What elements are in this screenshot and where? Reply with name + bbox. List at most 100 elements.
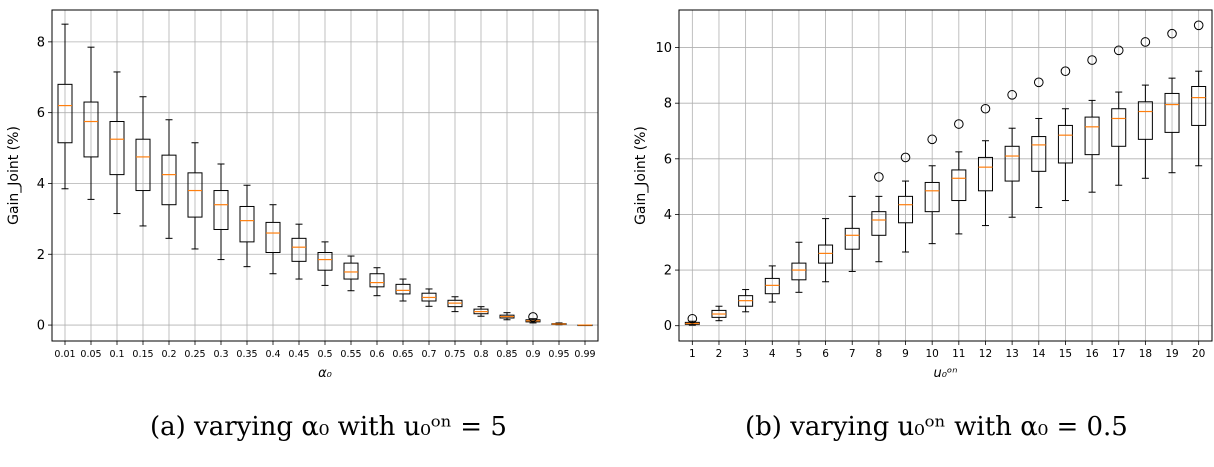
box-0.6 (369, 267, 385, 297)
box-body (1111, 108, 1127, 147)
box-3 (738, 289, 754, 313)
x-tick-label: 6 (822, 348, 829, 360)
box-body (1031, 136, 1047, 172)
box-7 (844, 195, 860, 272)
box-0.7 (421, 288, 437, 307)
x-tick-label: 3 (742, 348, 749, 360)
box-body (818, 244, 834, 264)
box-body (951, 169, 967, 202)
x-tick-label: 8 (876, 348, 883, 360)
box-body (791, 262, 807, 281)
box-body (898, 195, 914, 224)
flier-point (1033, 77, 1044, 88)
x-tick-label: 15 (1059, 348, 1072, 360)
box-18 (1137, 37, 1153, 179)
box-0.45 (291, 223, 307, 280)
y-tick-label: 6 (37, 106, 45, 121)
y-axis-label: Gain_Joint (%) (633, 126, 649, 225)
box-11 (951, 119, 967, 235)
box-0.3 (213, 163, 229, 261)
box-0.8 (473, 306, 489, 317)
box-8 (871, 172, 887, 263)
x-tick-label: 0.5 (317, 349, 332, 360)
x-tick-label: 18 (1139, 348, 1152, 360)
y-tick-label: 0 (37, 319, 45, 334)
box-0.9 (525, 312, 541, 324)
box-0.85 (499, 312, 515, 321)
x-tick-label: 14 (1032, 348, 1046, 360)
box-4 (764, 265, 780, 303)
box-body (1084, 116, 1100, 156)
x-tick-label: 0.15 (132, 349, 153, 360)
flier-point (687, 313, 698, 324)
x-tick-label: 7 (849, 348, 856, 360)
flier-point (980, 103, 991, 114)
box-body (239, 205, 255, 243)
x-tick-label: 0.4 (265, 349, 280, 360)
x-tick-label: 0.45 (288, 349, 309, 360)
box-body (395, 283, 411, 295)
box-body (135, 138, 151, 192)
box-body (1164, 92, 1180, 133)
box-0.65 (395, 278, 411, 302)
box-10 (924, 134, 940, 245)
x-tick-label: 0.6 (369, 349, 384, 360)
box-body (83, 101, 99, 158)
y-tick-label: 4 (37, 177, 45, 192)
y-tick-label: 0 (664, 319, 672, 334)
flier-point (954, 119, 964, 129)
y-tick-label: 10 (655, 41, 672, 56)
box-0.2 (161, 119, 177, 239)
box-body (187, 172, 203, 218)
x-tick-label: 12 (979, 348, 992, 360)
x-tick-label: 19 (1165, 348, 1178, 360)
x-tick-label: 17 (1112, 348, 1125, 360)
box-17 (1111, 45, 1127, 186)
x-tick-label: 1 (689, 348, 696, 360)
x-tick-label: 0.05 (80, 349, 101, 360)
flier-point (1193, 20, 1204, 31)
box-0.35 (239, 184, 255, 268)
box-0.05 (83, 46, 99, 200)
y-tick-label: 8 (37, 35, 45, 50)
box-14 (1031, 77, 1047, 208)
flier-point (1140, 37, 1151, 47)
box-body (764, 277, 780, 295)
box-body (1137, 101, 1153, 140)
flier-point (528, 312, 538, 322)
flier-point (874, 172, 884, 182)
box-body (1191, 85, 1207, 126)
box-15 (1057, 66, 1073, 202)
box-5 (791, 241, 807, 293)
x-tick-label: 0.35 (236, 349, 257, 360)
x-tick-label: 0.3 (213, 349, 228, 360)
box-0.99 (577, 324, 593, 327)
box-body (317, 251, 333, 271)
axes-frame (678, 9, 1213, 342)
x-tick-label: 2 (716, 348, 723, 360)
x-tick-label: 0.8 (473, 349, 488, 360)
box-body (213, 190, 229, 230)
box-6 (818, 218, 834, 283)
box-body (57, 83, 73, 144)
box-body (871, 211, 887, 236)
box-0.4 (265, 204, 281, 275)
x-tick-label: 0.9 (525, 349, 540, 360)
box-19 (1164, 28, 1180, 174)
box-body (343, 262, 359, 280)
y-axis-label: Gain_Joint (%) (6, 126, 22, 225)
box-0.1 (109, 71, 125, 215)
box-0.75 (447, 296, 463, 313)
box-0.5 (317, 241, 333, 286)
flier-point (1060, 66, 1071, 76)
caption-b: (b) varying u₀ᵒⁿ with α₀ = 0.5 (745, 412, 1128, 442)
box-body (977, 156, 993, 192)
y-tick-label: 6 (664, 152, 672, 167)
y-tick-label: 8 (664, 97, 672, 112)
box-2 (711, 305, 727, 322)
box-body (924, 181, 940, 213)
x-tick-label: 0.01 (54, 349, 75, 360)
x-axis-label: u₀ᵒⁿ (933, 366, 957, 381)
figure: 0 2 4 6 8 0.01 0.05 0.1 0.15 0.2 0.25 0.3 0.35 0.4 0.4… (6, 9, 1213, 381)
